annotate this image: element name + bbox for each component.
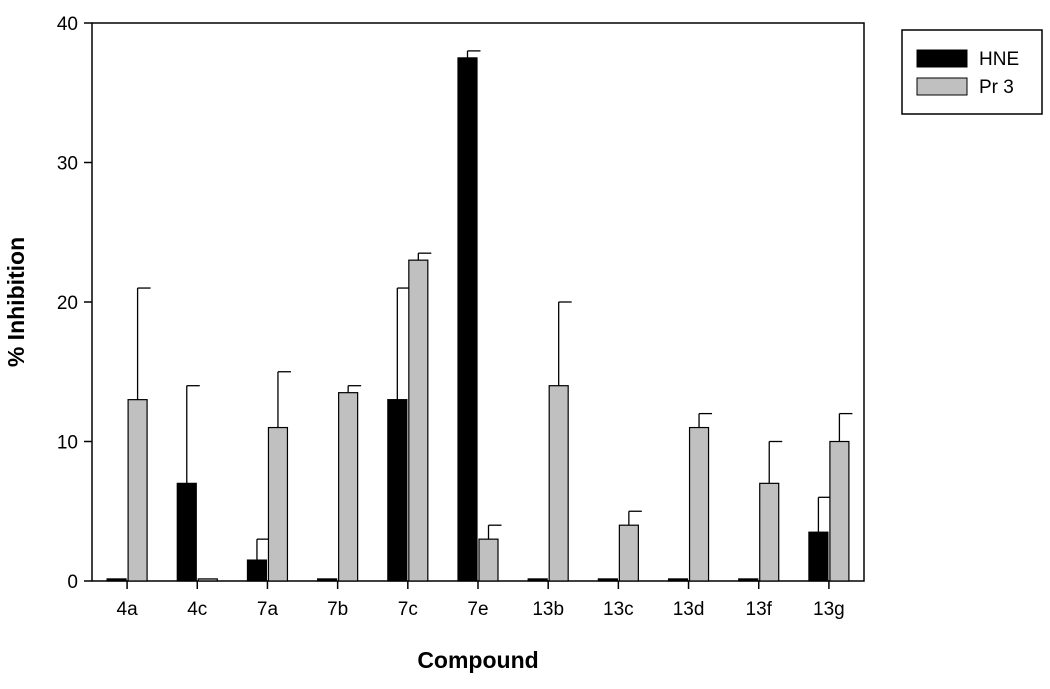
- x-tick-label: 13d: [673, 599, 705, 620]
- bar-pr3-7e: [478, 538, 499, 582]
- bar-pr3-4c: [197, 578, 218, 582]
- x-tick-label: 13c: [603, 599, 634, 620]
- bar-hne-7c: [387, 399, 408, 582]
- x-tick-label: 4c: [187, 599, 207, 620]
- plot-frame: [91, 22, 865, 582]
- plot-area: 0 10 20 30 40 4a 4c 7a 7b 7c 7e 13b 13c 13d 13f 13g: [57, 14, 865, 620]
- y-tick-label: 10: [57, 433, 78, 454]
- bar-pr3-13d: [688, 426, 710, 582]
- x-tick-label: 13b: [532, 599, 564, 620]
- y-tick-label: 40: [57, 14, 78, 35]
- bar-hne-7a: [246, 559, 268, 582]
- y-tick-label: 20: [57, 293, 78, 314]
- bar-hne-13c: [597, 578, 618, 582]
- legend-label-hne: HNE: [979, 49, 1019, 70]
- bar-pr3-7b: [338, 392, 359, 582]
- bar-pr3-13f: [759, 482, 780, 582]
- bar-hne-4a: [106, 578, 127, 582]
- bar-pr3-13c: [618, 524, 639, 582]
- bar-hne-13b: [527, 578, 548, 582]
- legend-swatch-pr3: [916, 77, 968, 96]
- bar-hne-13g: [808, 531, 829, 582]
- bar-pr3-4a: [127, 399, 148, 582]
- y-axis-title: % Inhibition: [3, 237, 29, 367]
- bar-hne-4c: [176, 482, 197, 582]
- legend: HNE Pr 3: [901, 29, 1043, 115]
- legend-swatch-hne: [916, 49, 968, 68]
- bar-pr3-7a: [267, 426, 289, 582]
- x-tick-label: 13f: [746, 599, 773, 620]
- y-tick-label: 0: [67, 572, 78, 593]
- legend-label-pr3: Pr 3: [979, 77, 1014, 98]
- bar-hne-7b: [317, 578, 338, 582]
- x-tick-label: 7c: [398, 599, 418, 620]
- y-tick-label: 30: [57, 154, 78, 175]
- bar-pr3-13b: [548, 385, 569, 582]
- bar-pr3-13g: [829, 440, 850, 582]
- legend-box: [901, 29, 1043, 115]
- x-tick-label: 7a: [257, 599, 279, 620]
- x-tick-label: 13g: [813, 599, 845, 620]
- x-tick-label: 4a: [117, 599, 139, 620]
- x-tick-label: 7b: [327, 599, 348, 620]
- x-tick-label: 7e: [467, 599, 488, 620]
- bar-pr3-7c: [408, 259, 429, 582]
- bar-hne-13f: [738, 578, 759, 582]
- bar-hne-13d: [667, 578, 689, 582]
- bar-hne-7e: [457, 57, 478, 582]
- x-axis-title: Compound: [417, 647, 538, 673]
